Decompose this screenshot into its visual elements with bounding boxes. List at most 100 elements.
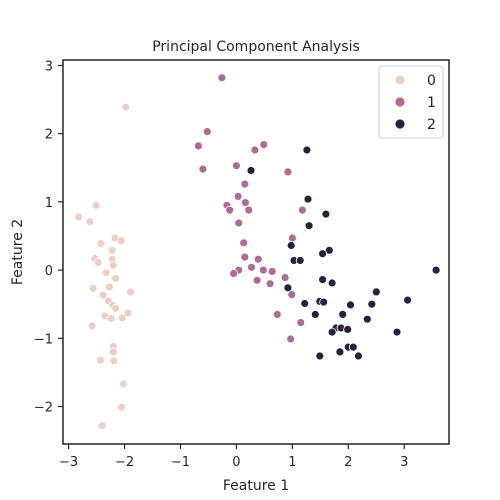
scatter-point-class-0 [118,403,126,411]
scatter-point-class-1 [241,253,249,261]
scatter-point-class-1 [230,270,238,278]
scatter-point-class-1 [297,319,305,327]
scatter-point-class-2 [304,195,312,203]
scatter-point-class-1 [260,141,268,149]
scatter-point-class-0 [92,201,100,209]
y-tick-label: 3 [45,59,53,74]
scatter-point-class-0 [88,322,96,330]
x-tick-label: −2 [115,455,134,470]
x-tick-label: 0 [232,455,240,470]
legend-marker-2 [395,119,405,129]
scatter-point-class-0 [127,288,135,296]
scatter-point-class-1 [241,180,249,188]
scatter-point-class-2 [344,325,352,333]
scatter-point-class-1 [253,276,261,284]
scatter-point-class-2 [368,300,376,308]
scatter-point-class-0 [118,314,126,322]
scatter-point-class-2 [303,146,311,154]
scatter-point-class-2 [319,276,327,284]
scatter-point-class-2 [319,250,327,258]
scatter-point-class-2 [320,298,328,306]
scatter-point-class-2 [305,222,313,230]
scatter-point-class-0 [109,261,117,269]
scatter-point-class-0 [108,246,116,254]
scatter-point-class-0 [110,357,118,365]
scatter-point-class-2 [296,257,304,265]
legend-label-2: 2 [427,117,436,133]
scatter-point-class-0 [105,283,113,291]
scatter-point-class-1 [287,335,295,343]
scatter-point-class-0 [97,356,105,364]
scatter-point-class-2 [393,328,401,336]
scatter-point-class-2 [363,315,371,323]
scatter-point-class-2 [339,310,347,318]
legend-marker-1 [395,97,405,107]
scatter-point-class-1 [248,263,256,271]
scatter-point-class-0 [102,269,110,277]
scatter-point-class-2 [347,301,355,309]
scatter-point-class-0 [122,103,130,111]
x-tick-label: 2 [344,455,352,470]
x-tick-label: 1 [288,455,296,470]
scatter-point-class-1 [254,255,262,263]
scatter-point-class-2 [336,348,344,356]
y-axis-label: Feature 2 [10,219,26,285]
scatter-point-class-0 [89,285,97,293]
scatter-point-class-1 [226,206,234,214]
scatter-point-class-1 [245,206,253,214]
scatter-point-class-1 [266,280,274,288]
scatter-point-class-2 [432,266,440,274]
chart-title: Principal Component Analysis [152,39,360,55]
x-tick-label: −3 [59,455,78,470]
scatter-point-class-2 [301,300,309,308]
scatter-point-class-2 [247,167,255,175]
legend-label-0: 0 [427,73,436,89]
legend-label-1: 1 [427,95,436,111]
y-tick-label: 2 [45,128,53,143]
scatter-point-class-1 [259,266,267,274]
scatter-point-class-2 [311,310,319,318]
x-axis-label: Feature 1 [223,478,289,494]
scatter-point-class-1 [284,168,292,176]
scatter-point-class-2 [354,352,362,360]
x-tick-label: 3 [400,455,408,470]
scatter-point-class-1 [251,146,259,154]
scatter-point-class-1 [241,199,249,207]
scatter-point-class-2 [322,210,330,218]
y-tick-label: 0 [45,264,53,279]
scatter-point-class-0 [117,237,125,245]
scatter-point-class-1 [235,219,243,227]
y-tick-label: −1 [34,332,53,347]
scatter-point-class-2 [349,343,357,351]
scatter-point-class-1 [273,310,281,318]
scatter-point-class-1 [281,274,289,282]
scatter-point-class-2 [328,328,336,336]
scatter-point-class-0 [97,240,105,248]
scatter-point-class-1 [199,165,207,173]
scatter-point-class-0 [112,274,120,282]
scatter-point-class-0 [86,218,94,226]
scatter-point-class-1 [218,74,226,82]
scatter-point-class-2 [404,296,412,304]
scatter-point-class-1 [234,192,242,200]
legend-marker-0 [395,75,405,85]
scatter-point-class-1 [194,142,202,150]
scatter-point-class-2 [328,279,336,287]
scatter-point-class-1 [232,162,240,170]
scatter-point-class-0 [112,304,120,312]
legend: 0 1 2 [379,66,443,138]
scatter-point-class-1 [298,206,306,214]
scatter-point-class-0 [98,422,106,430]
y-tick-label: 1 [45,196,53,211]
scatter-point-class-2 [284,284,292,292]
scatter-point-class-2 [372,288,380,296]
scatter-point-class-0 [75,213,83,221]
scatter-point-class-2 [287,242,295,250]
scatter-point-class-2 [316,352,324,360]
scatter-point-class-0 [119,380,127,388]
scatter-point-class-0 [107,315,115,323]
x-tick-label: −1 [171,455,190,470]
scatter-point-class-0 [109,348,117,356]
